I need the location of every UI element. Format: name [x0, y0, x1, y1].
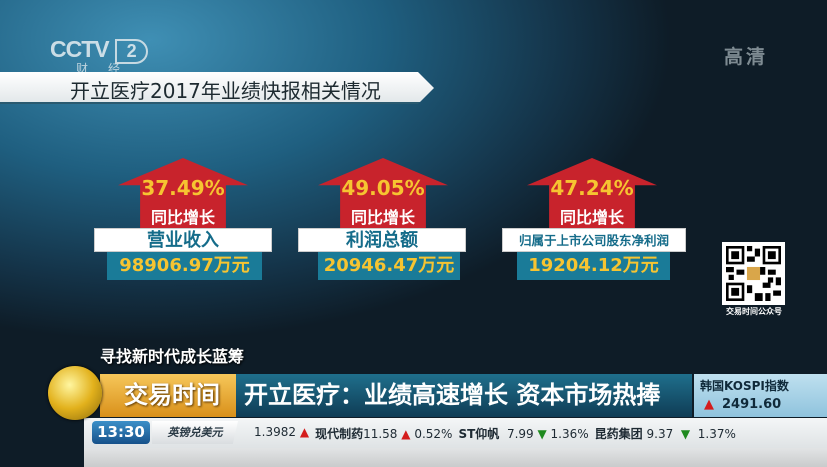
program-name: 交易时间 — [100, 374, 236, 417]
change: 0.52% — [414, 427, 453, 441]
down-triangle-icon: ▼ — [680, 427, 691, 441]
ticker-item: 现代制药11.58 ▲ 0.52% — [315, 425, 452, 442]
stock-name: ST仰帆 — [458, 427, 500, 441]
down-triangle-icon: ▼ — [537, 427, 547, 441]
metric-value: 98906.97万元 — [107, 252, 262, 280]
price: 1.3982 — [254, 425, 296, 439]
growth-label: 同比增长 — [150, 208, 215, 227]
metric-value: 20946.47万元 — [318, 252, 460, 280]
stock-name: 现代制药 — [315, 427, 364, 441]
growth-label: 同比增长 — [350, 208, 415, 227]
growth-percent: 37.49% — [141, 176, 225, 200]
bottom-band — [84, 448, 827, 467]
index-value: 2491.60 — [722, 397, 782, 412]
headline: 开立医疗：业绩高速增长 资本市场热捧 — [236, 374, 692, 417]
ticker-items: 1.3982 ▲ 现代制药11.58 ▲ 0.52% ST仰帆 7.99 ▼ 1… — [254, 425, 736, 442]
price: 11.58 — [363, 427, 398, 441]
channel-number: 2 — [114, 39, 148, 64]
change: 1.37% — [697, 427, 736, 441]
growth-percent: 49.05% — [341, 176, 425, 200]
growth-label: 同比增长 — [559, 208, 624, 227]
metric-card: 47.24% 同比增长 归属于上市公司股东净利润 19204.12万元 — [502, 158, 686, 283]
metric-value: 19204.12万元 — [517, 252, 670, 280]
metric-card: 49.05% 同比增长 利润总额 20946.47万元 — [293, 158, 473, 283]
clock: 13:30 — [92, 421, 150, 444]
index-box: 韩国KOSPI指数 ▲ 2491.60 — [694, 374, 827, 417]
price: 7.99 — [506, 427, 534, 441]
up-triangle-icon: ▲ — [704, 397, 714, 412]
ticker-item: ST仰帆 7.99 ▼ 1.36% — [458, 425, 588, 442]
ticker-item: 1.3982 ▲ — [254, 425, 309, 442]
program-logo-icon — [48, 366, 102, 420]
qr-code[interactable] — [722, 242, 785, 305]
qr-code-icon — [726, 246, 781, 301]
growth-percent: 47.24% — [550, 176, 634, 200]
price: 9.37 — [646, 427, 674, 441]
metric-label: 利润总额 — [298, 228, 466, 252]
fx-pair: 英镑兑美元 — [152, 421, 238, 444]
logo-text: CCTV — [50, 36, 110, 62]
qr-caption: 交易时间公众号 — [726, 307, 782, 316]
index-name: 韩国KOSPI指数 — [700, 379, 789, 393]
metric-label: 归属于上市公司股东净利润 — [502, 228, 686, 252]
up-triangle-icon: ▲ — [401, 427, 411, 441]
segment-subtitle: 寻找新时代成长蓝筹 — [100, 347, 245, 366]
title-bar — [0, 72, 434, 104]
hd-badge: 高清 — [724, 46, 769, 68]
metric-card: 37.49% 同比增长 营业收入 98906.97万元 — [93, 158, 273, 283]
ticker-item: 昆药集团 9.37 ▼ 1.37% — [595, 425, 736, 442]
metric-label: 营业收入 — [94, 228, 272, 252]
cctv2-logo: CCTV 2 — [50, 36, 148, 64]
up-triangle-icon: ▲ — [299, 425, 310, 439]
change: 1.36% — [550, 427, 589, 441]
stock-name: 昆药集团 — [594, 427, 643, 441]
page-title: 开立医疗2017年业绩快报相关情况 — [70, 79, 381, 103]
